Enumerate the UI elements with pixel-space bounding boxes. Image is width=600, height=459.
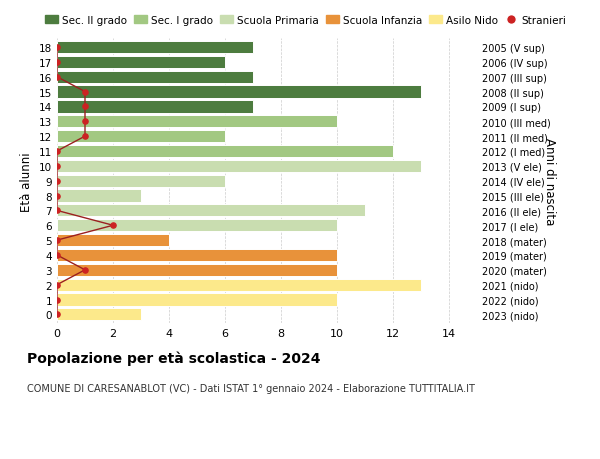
Point: [52, 178, 62, 185]
Point: [80, 267, 90, 274]
Point: [108, 222, 118, 230]
Y-axis label: Anni di nascita: Anni di nascita: [543, 138, 556, 225]
Bar: [57, 279, 421, 291]
Bar: [57, 160, 421, 173]
Point: [52, 207, 62, 215]
Bar: [57, 249, 337, 262]
Point: [52, 59, 62, 67]
Bar: [57, 72, 253, 84]
Bar: [57, 42, 253, 54]
Point: [52, 148, 62, 155]
Point: [52, 281, 62, 289]
Text: Popolazione per età scolastica - 2024: Popolazione per età scolastica - 2024: [27, 351, 320, 366]
Bar: [57, 56, 225, 69]
Bar: [57, 175, 225, 187]
Point: [80, 133, 90, 140]
Point: [52, 44, 62, 51]
Bar: [57, 294, 337, 306]
Point: [52, 74, 62, 81]
Bar: [57, 308, 141, 321]
Point: [80, 89, 90, 96]
Bar: [57, 264, 337, 276]
Bar: [57, 235, 169, 246]
Bar: [57, 205, 365, 217]
Bar: [57, 86, 421, 98]
Point: [52, 192, 62, 200]
Bar: [57, 190, 141, 202]
Y-axis label: Età alunni: Età alunni: [20, 151, 34, 211]
Point: [52, 296, 62, 303]
Point: [52, 252, 62, 259]
Text: COMUNE DI CARESANABLOT (VC) - Dati ISTAT 1° gennaio 2024 - Elaborazione TUTTITAL: COMUNE DI CARESANABLOT (VC) - Dati ISTAT…: [27, 383, 475, 393]
Point: [52, 163, 62, 170]
Bar: [57, 101, 253, 113]
Bar: [57, 146, 393, 158]
Point: [52, 237, 62, 244]
Bar: [57, 131, 225, 143]
Point: [80, 104, 90, 111]
Bar: [57, 116, 337, 128]
Point: [80, 118, 90, 126]
Point: [52, 311, 62, 319]
Bar: [57, 220, 337, 232]
Legend: Sec. II grado, Sec. I grado, Scuola Primaria, Scuola Infanzia, Asilo Nido, Stran: Sec. II grado, Sec. I grado, Scuola Prim…: [41, 11, 571, 30]
